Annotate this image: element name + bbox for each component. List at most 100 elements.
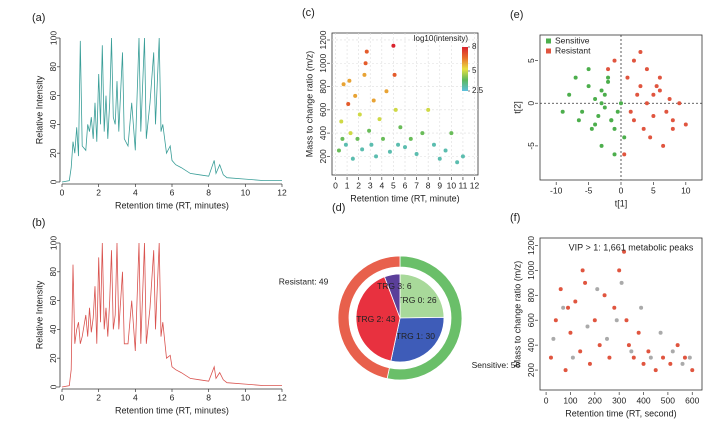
y-tick-label: 80 — [48, 62, 58, 72]
x-tick-label: 0 — [544, 395, 549, 405]
point — [374, 154, 379, 159]
point — [602, 293, 607, 298]
x-tick-label: 100 — [563, 395, 577, 405]
panel-label: (d) — [332, 202, 345, 214]
x-tick-label: 6 — [170, 392, 175, 402]
point — [654, 84, 659, 89]
point — [551, 336, 556, 341]
point — [651, 114, 656, 119]
point — [585, 324, 590, 329]
y-tick-label: 40 — [48, 324, 58, 334]
point — [377, 117, 382, 122]
point — [657, 88, 662, 93]
slice-label: TRG 1: 30 — [396, 331, 435, 341]
legend-swatch — [546, 38, 551, 44]
point — [563, 368, 568, 373]
point — [635, 92, 640, 97]
point — [578, 349, 583, 354]
point — [675, 343, 680, 348]
point — [648, 355, 653, 360]
point — [371, 98, 376, 103]
point — [420, 131, 425, 136]
y-tick-label: -5 — [526, 142, 536, 150]
y-tick-label: 200 — [526, 363, 536, 377]
point — [661, 355, 666, 360]
point — [558, 287, 563, 292]
x-tick-label: 0 — [333, 180, 338, 190]
point — [580, 268, 585, 273]
point — [587, 361, 592, 366]
x-tick-label: 12 — [277, 392, 287, 402]
x-axis-label: Retention time (RT, minutes) — [115, 405, 229, 415]
point — [455, 160, 460, 165]
x-tick-label: 2 — [96, 187, 101, 197]
x-tick-label: 6 — [170, 187, 175, 197]
y-tick-label: 1000 — [526, 261, 536, 280]
point — [644, 101, 649, 106]
colorbar-title: log10(intensity) — [414, 34, 469, 43]
point — [595, 287, 600, 292]
y-tick-label: 60 — [48, 296, 58, 306]
point — [615, 109, 620, 114]
point — [631, 58, 636, 63]
point — [631, 355, 636, 360]
point — [617, 268, 622, 273]
point — [353, 93, 358, 98]
point — [449, 131, 454, 136]
point — [460, 154, 465, 159]
y-tick-label: 20 — [48, 353, 58, 363]
point — [566, 305, 571, 310]
colorbar — [462, 47, 468, 91]
x-tick-label: 7 — [414, 180, 419, 190]
colorbar-tick-label: 5 — [472, 66, 477, 75]
point — [589, 126, 594, 131]
point — [583, 280, 588, 285]
y-tick-label: 800 — [526, 288, 536, 302]
x-tick-label: 2 — [96, 392, 101, 402]
point — [664, 109, 669, 114]
x-tick-label: 5 — [651, 185, 656, 195]
ring-segment — [337, 255, 401, 380]
point — [629, 349, 634, 354]
point — [396, 142, 401, 147]
y-tick-label: 0 — [526, 101, 536, 106]
point — [599, 143, 604, 148]
legend-label: Resistant — [555, 45, 591, 55]
point — [384, 89, 389, 94]
point — [346, 102, 351, 106]
x-tick-label: 10 — [241, 187, 251, 197]
point — [586, 67, 591, 72]
slice-label: TRG 3: 6 — [377, 281, 412, 291]
point — [592, 318, 597, 323]
point — [622, 152, 627, 157]
y-tick-label: 600 — [526, 313, 536, 327]
point — [604, 336, 609, 341]
point — [380, 136, 385, 141]
x-tick-label: 500 — [661, 395, 675, 405]
panel-label: (e) — [510, 9, 523, 21]
point — [363, 61, 368, 66]
y-tick-label: 1000 — [318, 54, 328, 73]
x-tick-label: 8 — [206, 392, 211, 402]
point — [631, 118, 636, 123]
x-tick-label: 300 — [612, 395, 626, 405]
point — [586, 84, 591, 89]
point — [398, 125, 403, 130]
legend-label: Sensitive — [555, 35, 590, 45]
y-tick-label: 1200 — [318, 30, 328, 49]
x-tick-label: 600 — [685, 395, 699, 405]
x-tick-label: 5 — [391, 180, 396, 190]
point — [339, 119, 344, 124]
point — [599, 88, 604, 93]
point — [340, 136, 345, 141]
point — [357, 112, 362, 117]
point — [364, 49, 369, 54]
point — [625, 75, 630, 80]
point — [392, 72, 397, 77]
y-axis-label: Relative Intensity — [34, 75, 44, 144]
x-tick-label: 10 — [681, 185, 691, 195]
y-axis-label: t[2] — [512, 101, 522, 114]
point — [657, 75, 662, 80]
x-tick-label: 8 — [206, 187, 211, 197]
point — [593, 96, 598, 101]
